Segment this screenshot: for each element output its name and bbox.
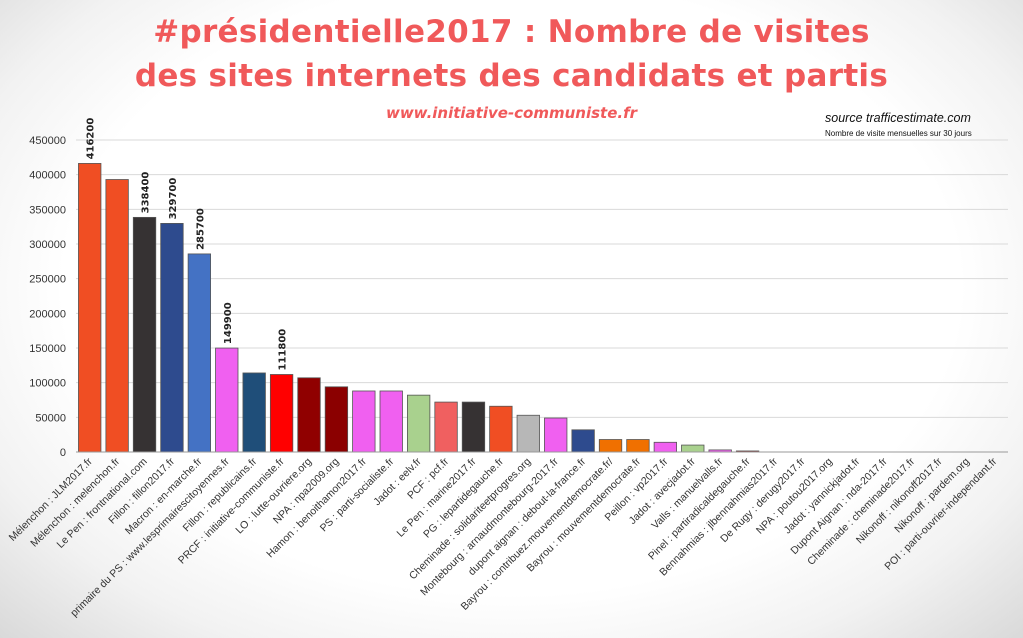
y-tick-label: 100000 <box>29 378 66 390</box>
bar <box>187 253 211 453</box>
bar <box>681 444 705 453</box>
data-labels: 416200 338400 329700 285700 149900 111800 <box>86 118 289 371</box>
data-label: 338400 <box>141 172 152 214</box>
data-label: 285700 <box>195 208 206 250</box>
bar <box>242 372 266 453</box>
bar <box>324 386 349 453</box>
bar <box>215 347 239 453</box>
y-axis: 0 50000 100000 150000 200000 250000 300000 3500… <box>29 135 66 459</box>
bar <box>297 377 321 453</box>
bar <box>544 417 568 453</box>
bar <box>352 390 376 453</box>
bar <box>626 439 650 453</box>
chart-title-line1: #présidentielle2017 : Nombre de visites <box>153 14 870 50</box>
bars <box>78 163 760 453</box>
bar <box>653 441 677 453</box>
bar <box>407 394 431 453</box>
y-tick-label: 0 <box>60 447 66 459</box>
source-label: source trafficestimate.com <box>825 111 971 125</box>
bar <box>132 216 157 453</box>
y-tick-label: 50000 <box>35 412 66 424</box>
bar <box>461 401 486 453</box>
y-tick-label: 400000 <box>29 170 66 182</box>
bar <box>105 179 129 453</box>
data-label: 149900 <box>223 302 234 344</box>
bar <box>489 405 513 453</box>
y-tick-label: 200000 <box>29 308 66 320</box>
bar <box>78 163 102 453</box>
bar <box>571 429 595 453</box>
y-tick-label: 250000 <box>29 274 66 286</box>
bar <box>160 223 184 453</box>
bar <box>598 439 623 453</box>
data-label: 111800 <box>278 329 289 371</box>
bar <box>269 374 294 453</box>
y-tick-label: 350000 <box>29 204 66 216</box>
y-tick-label: 450000 <box>29 135 66 147</box>
y-tick-label: 150000 <box>29 343 66 355</box>
chart-title-line2: des sites internets des candidats et par… <box>134 58 889 94</box>
bar <box>379 390 403 453</box>
data-label: 416200 <box>86 118 97 160</box>
source-note: Nombre de visite mensuelles sur 30 jours <box>825 129 972 138</box>
bar <box>434 401 458 453</box>
website-label[interactable]: www.initiative-communiste.fr <box>385 104 638 122</box>
bar <box>516 414 540 453</box>
data-label: 329700 <box>168 178 179 220</box>
y-tick-label: 300000 <box>29 239 66 251</box>
